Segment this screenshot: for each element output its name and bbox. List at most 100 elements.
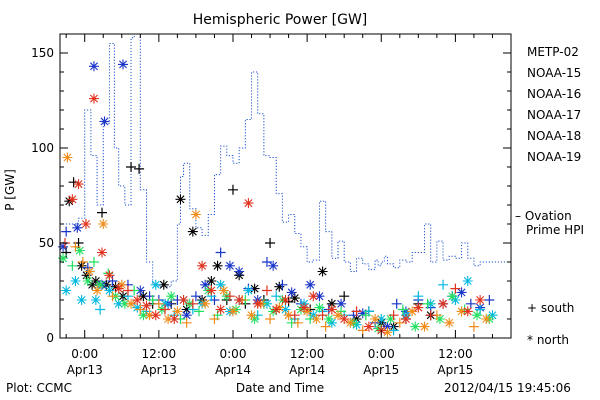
noaa-18-south-point (209, 314, 220, 324)
x-tick-time: 0:00 (71, 347, 98, 361)
noaa-18-north-point (283, 310, 294, 321)
noaa-19-north-point (462, 306, 473, 317)
noaa-19-south-point (289, 310, 300, 321)
noaa-15-north-point (135, 285, 146, 296)
noaa-18-south-point (107, 291, 118, 302)
noaa-18-north-point (98, 219, 109, 229)
noaa-18-north-point (246, 310, 257, 321)
noaa-19-south-point (187, 298, 198, 309)
noaa-19-south-point (317, 310, 328, 321)
noaa-19-north-point (438, 298, 449, 309)
noaa-19-south-point (388, 310, 399, 321)
noaa-16-north-point (376, 314, 387, 324)
noaa-19-south-point (351, 306, 362, 317)
noaa-18-north-point (333, 310, 344, 321)
noaa-16-south-point (413, 291, 424, 302)
noaa-15-north-point (336, 298, 347, 309)
axes: 0 50 100 150 0:00 Apr13 12:00 Apr13 0:00 Apr14 12:… (31, 33, 512, 377)
ovation-prime-hpi-series (60, 33, 511, 288)
y-tick-label: 50 (39, 236, 54, 250)
noaa-18-south-point (181, 317, 192, 328)
x-tick-date: Apr13 (141, 363, 177, 377)
legend: METP-02 NOAA-15 NOAA-16 NOAA-17 NOAA-18 NOAA-… (515, 45, 584, 347)
noaa-15-north-point (118, 59, 129, 70)
legend-ovation-line2: Prime HPI (526, 223, 584, 237)
x-tick-time: 12:00 (290, 347, 325, 361)
noaa-15-south-point (215, 247, 226, 258)
noaa-16-north-point (243, 285, 254, 296)
noaa-17-north-point (82, 276, 93, 286)
noaa-15-south-point (391, 298, 402, 309)
metp-02-north-point (289, 293, 300, 304)
x-axis-label: Date and Time (236, 381, 324, 395)
x-tick-time: 0:00 (220, 347, 247, 361)
metp-02-south-point (126, 162, 137, 172)
noaa-17-north-point (373, 323, 384, 334)
noaa-18-north-point (84, 266, 95, 277)
noaa-15-north-point (314, 291, 325, 302)
noaa-17-north-point (166, 291, 177, 302)
noaa-18-south-point (320, 321, 331, 332)
noaa-15-south-point (484, 295, 495, 305)
metp-02-north-point (158, 279, 169, 290)
noaa-19-south-point (425, 310, 436, 321)
noaa-16-south-point (95, 304, 106, 315)
noaa-16-south-point (438, 279, 449, 290)
noaa-17-south-point (194, 306, 205, 317)
noaa-19-north-point (113, 283, 124, 294)
noaa-16-south-point (388, 325, 399, 336)
noaa-18-north-point (382, 327, 393, 338)
metp-02-north-point (249, 283, 260, 294)
metp-02-north-point (181, 304, 192, 315)
noaa-18-north-point (444, 317, 455, 328)
noaa-15-south-point (190, 291, 201, 302)
noaa-17-south-point (422, 298, 433, 309)
metp-02-north-point (90, 276, 101, 286)
legend-noaa-19: NOAA-19 (527, 150, 581, 164)
noaa-18-north-point (407, 306, 418, 317)
x-tick-date: Apr13 (67, 363, 103, 377)
noaa-15-north-point (181, 310, 192, 321)
noaa-19-south-point (122, 285, 133, 296)
x-tick-time: 12:00 (438, 347, 473, 361)
noaa-19-north-point (363, 321, 374, 332)
noaa-15-north-point (200, 279, 211, 290)
noaa-18-north-point (144, 310, 155, 321)
noaa-18-north-point (200, 298, 211, 309)
noaa-18-south-point (357, 325, 368, 336)
noaa-17-north-point (314, 302, 325, 313)
noaa-19-north-point (97, 247, 108, 258)
noaa-19-south-point (261, 285, 272, 296)
noaa-17-south-point (360, 310, 371, 321)
noaa-18-north-point (227, 306, 238, 317)
noaa-16-north-point (61, 285, 72, 296)
x-tick-time: 0:00 (368, 347, 395, 361)
noaa-18-north-point (218, 285, 229, 296)
noaa-19-north-point (197, 260, 208, 271)
noaa-15-north-point (234, 266, 245, 277)
legend-noaa-18: NOAA-18 (527, 129, 581, 143)
noaa-18-north-point (62, 152, 73, 163)
noaa-19-north-point (234, 295, 245, 305)
noaa-16-north-point (70, 276, 81, 286)
noaa-18-south-point (265, 314, 276, 324)
noaa-17-north-point (138, 310, 149, 321)
noaa-19-north-point (104, 270, 115, 281)
noaa-19-north-point (88, 93, 99, 104)
noaa-18-north-point (456, 306, 467, 317)
noaa-15-north-point (382, 321, 393, 332)
metp-02-north-point (138, 291, 149, 302)
metp-02-north-point (206, 276, 217, 286)
noaa-17-north-point (447, 291, 458, 302)
noaa-19-north-point (413, 302, 424, 313)
noaa-19-north-point (67, 194, 78, 205)
noaa-15-north-point (99, 116, 110, 127)
noaa-15-south-point (277, 279, 288, 290)
noaa-17-north-point (385, 314, 396, 324)
noaa-16-north-point (351, 319, 362, 330)
timestamp: 2012/04/15 19:45:06 (444, 381, 571, 395)
noaa-16-north-point (113, 298, 124, 309)
noaa-17-north-point (95, 279, 106, 290)
y-tick-label: 100 (31, 141, 54, 155)
